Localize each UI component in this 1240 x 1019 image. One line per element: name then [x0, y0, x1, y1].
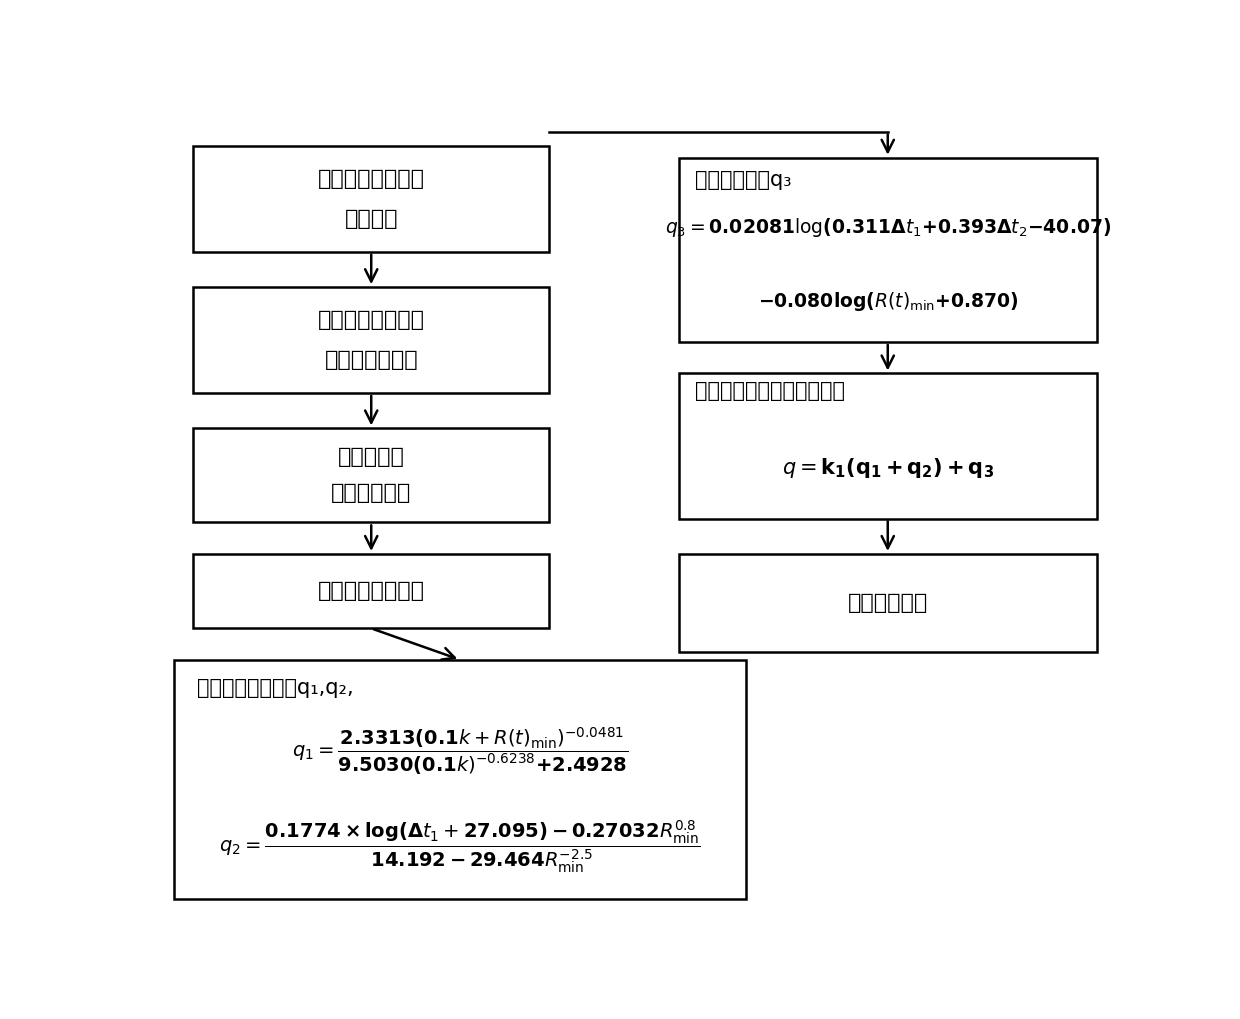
Text: 动态电阻评判: 动态电阻评判: [848, 593, 928, 612]
Bar: [193, 554, 549, 629]
Text: 调节土壤试品酸碱: 调节土壤试品酸碱: [317, 310, 425, 330]
Text: $q_2 = \dfrac{\mathbf{0.1774\times log(\Delta}t_1+\mathbf{27.095)-0.27032}R_{\ma: $q_2 = \dfrac{\mathbf{0.1774\times log(\…: [219, 818, 701, 874]
Text: 度至实验预设值: 度至实验预设值: [325, 351, 418, 370]
Bar: [193, 287, 549, 393]
Text: 搭建土壤动态电阻: 搭建土壤动态电阻: [317, 169, 425, 189]
Bar: [678, 554, 1096, 652]
Bar: [174, 659, 746, 899]
Text: 计算复合评判因子q₁,q₂,: 计算复合评判因子q₁,q₂,: [197, 679, 353, 698]
Text: $q_1 = \dfrac{\mathbf{2.3313(0.1}k+R(t)_{\mathrm{min}})^{-0.0481}}{\mathbf{9.503: $q_1 = \dfrac{\mathbf{2.3313(0.1}k+R(t)_…: [291, 725, 629, 776]
Bar: [678, 158, 1096, 342]
Text: 填充待测试品: 填充待测试品: [331, 483, 412, 503]
Text: $\mathbf{-0.080log(}R(t)_{\mathrm{min}}\mathbf{+0.870)}$: $\mathbf{-0.080log(}R(t)_{\mathrm{min}}\…: [758, 290, 1018, 313]
Bar: [193, 428, 549, 523]
Text: $q_3 = \mathbf{0.02081\log(0.311\Delta}t_1\mathbf{+0.393\Delta}t_2\mathbf{-40.07: $q_3 = \mathbf{0.02081\log(0.311\Delta}t…: [665, 216, 1111, 239]
Bar: [193, 146, 549, 252]
Text: 试验平台: 试验平台: [345, 209, 398, 229]
Text: 向实验箱中: 向实验箱中: [337, 447, 404, 468]
Text: $q = \mathbf{k_1(q_1+q_2)+q_3}$: $q = \mathbf{k_1(q_1+q_2)+q_3}$: [781, 455, 993, 480]
Text: 计算评判余项q₃: 计算评判余项q₃: [696, 170, 792, 190]
Bar: [678, 373, 1096, 519]
Text: 电源加压采集数据: 电源加压采集数据: [317, 581, 425, 601]
Text: 计算电阻动态特性评判因数: 计算电阻动态特性评判因数: [696, 381, 846, 400]
